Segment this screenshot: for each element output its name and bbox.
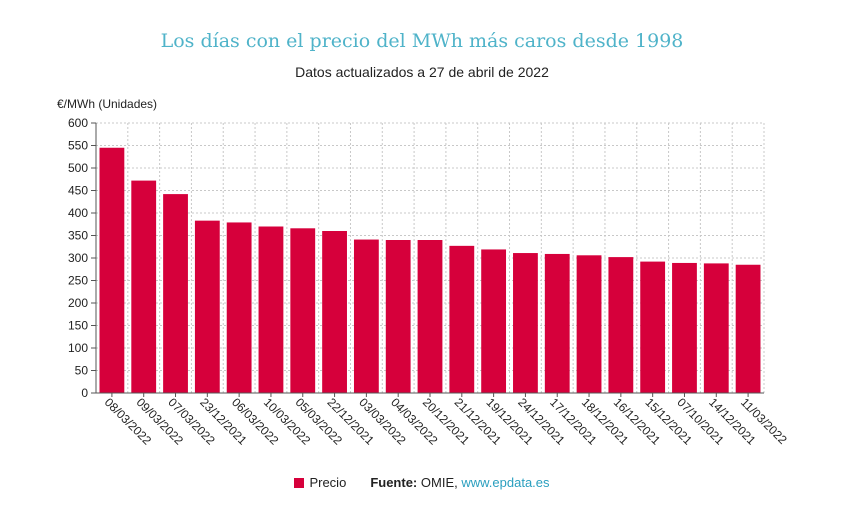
y-tick-label: 50 [75,364,89,378]
bar [226,222,252,393]
x-tick-labels: 08/03/202209/03/202207/03/202223/12/2021… [102,395,790,448]
y-tick-label: 200 [68,296,88,310]
bar [703,263,729,393]
y-tick-label: 150 [68,319,88,333]
y-tick-label: 600 [68,116,88,130]
y-tick-label: 550 [68,139,88,153]
source-link[interactable]: www.epdata.es [461,475,550,490]
y-tick-label: 350 [68,229,88,243]
y-tick-label: 400 [68,206,88,220]
bar [258,226,284,393]
bar [481,249,507,393]
legend-swatch [294,478,305,488]
bar [544,253,570,393]
y-axis-label: €/MWh (Unidades) [57,97,158,111]
y-tick-label: 450 [68,184,88,198]
bars [99,147,761,393]
source-name: OMIE, [420,475,458,490]
y-tick-label: 100 [68,341,88,355]
source-label: Fuente: [370,475,418,490]
bar [163,194,188,393]
bar [449,245,475,393]
bar [735,264,761,393]
bar [194,220,220,393]
bar [131,180,157,393]
bar [322,231,347,393]
legend-label: Precio [309,475,347,490]
bar [385,240,411,393]
bar [290,228,316,393]
bar [672,262,697,393]
bar [640,261,666,393]
y-tick-label: 500 [68,161,88,175]
bar [513,253,538,393]
y-tick-label: 0 [81,386,88,400]
bar [417,240,443,393]
bar-chart: 0 50 100 150 200 250 300 350 400 450 500 550 600 08/… [68,116,790,448]
axes [91,122,764,397]
chart-title: Los días con el precio del MWh más caros… [160,30,684,52]
bar [99,147,125,393]
bar [608,257,634,393]
y-tick-labels: 0 50 100 150 200 250 300 350 400 450 500 550 600 [68,116,88,400]
bar [353,239,379,393]
y-tick-label: 300 [68,251,88,265]
y-tick-label: 250 [68,274,88,288]
chart-footer: Precio Fuente: OMIE, www.epdata.es [0,475,844,490]
bar [576,255,602,393]
chart-subtitle: Datos actualizados a 27 de abril de 2022 [295,64,549,80]
